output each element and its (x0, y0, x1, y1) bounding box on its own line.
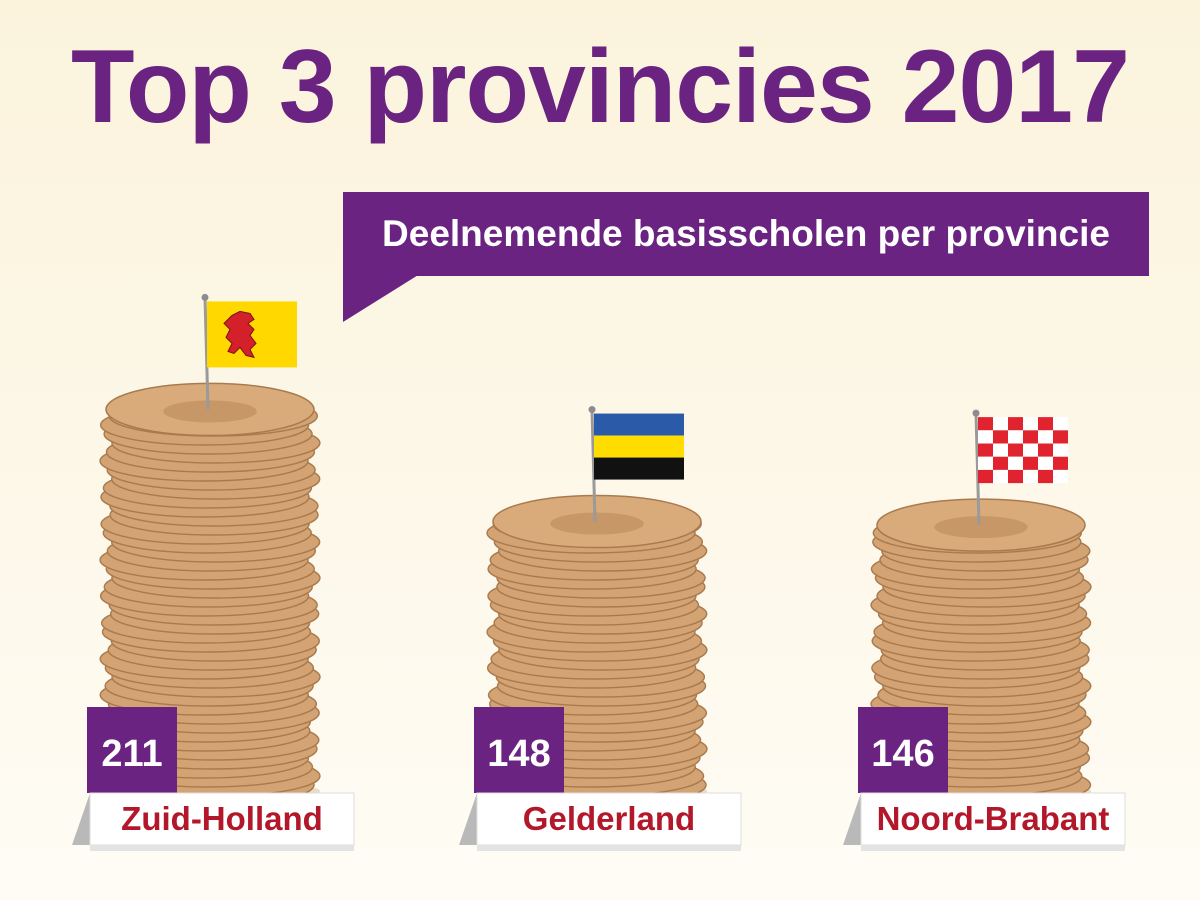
pancake-stack-3: 146 Noord-Brabant (843, 409, 1126, 851)
flag-check (1053, 469, 1068, 484)
flag-pole (974, 413, 981, 526)
subtitle-banner (343, 192, 1149, 276)
flag-check (993, 443, 1008, 457)
flag-pole-knob (972, 409, 980, 417)
flag-check (1023, 443, 1038, 457)
category-card-fold (459, 793, 477, 845)
flag-pole-knob (201, 293, 209, 301)
flag-check (1008, 456, 1023, 470)
flag-check (978, 430, 993, 444)
flag-check (1023, 456, 1038, 470)
category-card (860, 792, 1126, 846)
flag-check (1008, 469, 1023, 484)
flag-check (1038, 456, 1053, 470)
flag-stripe-yellow (594, 435, 684, 458)
flag-check (1038, 443, 1053, 457)
flag-check (1053, 456, 1068, 470)
flag-check (993, 469, 1008, 484)
flag-check (993, 456, 1008, 470)
value-label: 146 (871, 733, 934, 775)
category-label: Noord-Brabant (877, 800, 1110, 837)
flag-check (1008, 430, 1023, 444)
gelderland-flag-icon (594, 413, 684, 480)
value-label: 148 (487, 733, 550, 775)
value-label-box (87, 707, 177, 793)
noord-brabant-flag-icon (978, 417, 1068, 484)
flag-stripe-blue (594, 413, 684, 436)
flag-field (207, 301, 297, 368)
zuid-holland-flag-icon (207, 301, 297, 368)
subtitle-banner-pointer (343, 272, 423, 322)
chart-title: Top 3 provincies 2017 (71, 29, 1130, 145)
category-label: Zuid-Holland (121, 800, 323, 837)
flag-pole-knob (588, 406, 596, 414)
pancake-top-center (550, 512, 644, 535)
chart-subtitle: Deelnemende basisscholen per provincie (382, 213, 1110, 254)
flag-check (1038, 417, 1053, 431)
flag-check (978, 456, 993, 470)
flag-pole (590, 409, 597, 522)
flag-check (1008, 443, 1023, 457)
category-card-fold (843, 793, 861, 845)
flag-check (1053, 443, 1068, 457)
category-card-shadow (90, 845, 354, 851)
flag-check (1008, 417, 1023, 431)
flag-check (1053, 430, 1068, 444)
value-label: 211 (101, 733, 162, 775)
flag-check (1038, 430, 1053, 444)
category-card-shadow (861, 845, 1125, 851)
flag-check (1038, 469, 1053, 484)
category-label: Gelderland (523, 800, 695, 837)
category-card (89, 792, 355, 846)
flag-check (1023, 417, 1038, 431)
flag-check (1023, 469, 1038, 484)
flag-check (1053, 417, 1068, 431)
flag-check (978, 417, 993, 431)
category-card-fold (72, 793, 90, 845)
category-card (476, 792, 742, 846)
lion-emblem (223, 310, 257, 359)
pancake-top-center (934, 516, 1028, 539)
value-label-box (474, 707, 564, 793)
flag-check (978, 443, 993, 457)
category-card-shadow (477, 845, 741, 851)
flag-check (1023, 430, 1038, 444)
pancake-stack-1: 211 Zuid-Holland (72, 293, 355, 851)
flag-check (978, 469, 993, 484)
flag-pole (203, 297, 210, 410)
value-label-box (858, 707, 948, 793)
pancake-top-center (163, 400, 257, 423)
flag-check (993, 417, 1008, 431)
flag-check (993, 430, 1008, 444)
pancake-stack-2: 148 Gelderland (459, 406, 742, 851)
flag-stripe-black (594, 457, 684, 480)
